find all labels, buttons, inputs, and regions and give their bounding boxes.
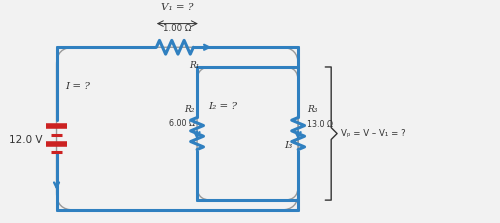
Text: R₂: R₂: [184, 105, 194, 114]
Text: 6.00 Ω: 6.00 Ω: [168, 119, 194, 128]
Text: 12.0 V: 12.0 V: [9, 135, 42, 145]
Text: Vₚ = V – V₁ = ?: Vₚ = V – V₁ = ?: [341, 129, 406, 138]
Text: R₁: R₁: [188, 61, 199, 70]
Text: R₃: R₃: [307, 105, 318, 114]
Text: I = ?: I = ?: [66, 82, 90, 91]
Text: 1.00 Ω: 1.00 Ω: [163, 25, 192, 33]
Text: V₁ = ?: V₁ = ?: [161, 3, 194, 12]
Text: I₂ = ?: I₂ = ?: [208, 102, 237, 111]
Text: I₃: I₃: [284, 141, 292, 150]
Text: 13.0 Ω: 13.0 Ω: [307, 120, 333, 129]
